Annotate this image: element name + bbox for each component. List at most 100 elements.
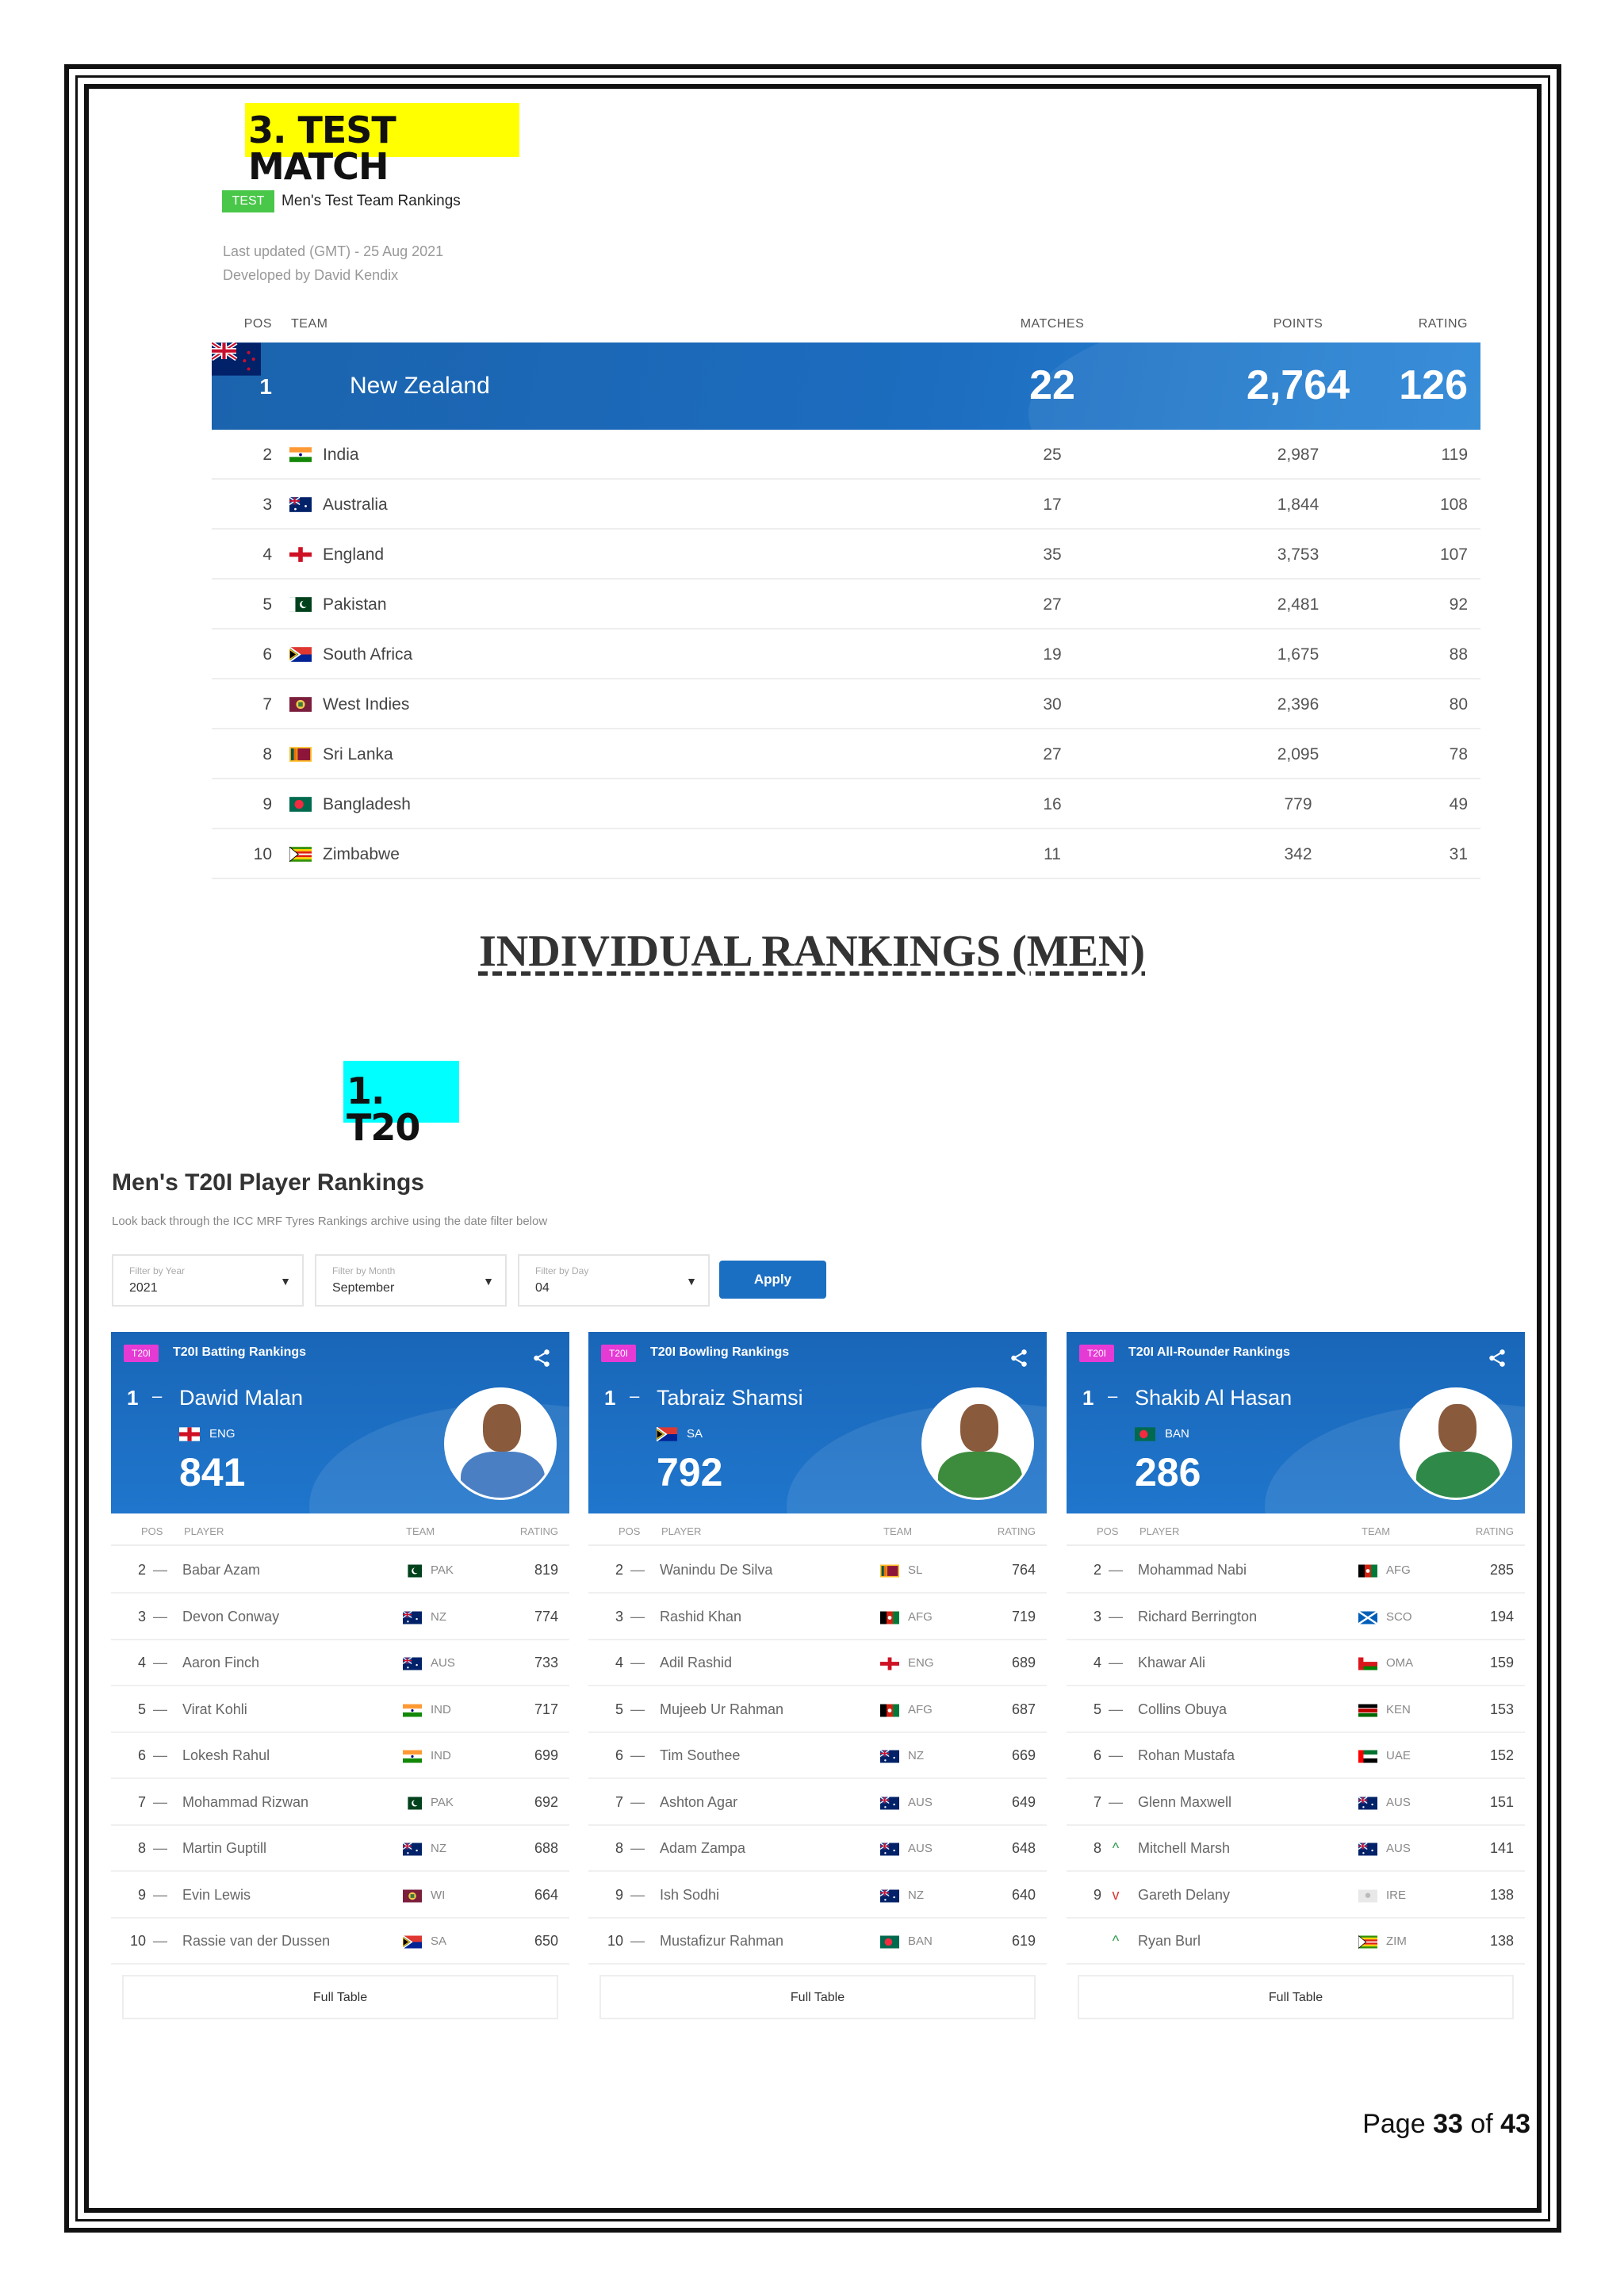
avatar-head [483, 1404, 521, 1452]
player-rating: 733 [534, 1655, 558, 1670]
player-rating: 699 [534, 1747, 558, 1763]
player-flag [403, 1889, 422, 1903]
filter-year[interactable]: Filter by Year 2021 ▼ [112, 1254, 304, 1307]
player-row[interactable]: 2 — Babar Azam PAK 819 [111, 1548, 569, 1594]
filter-month[interactable]: Filter by Month September ▼ [315, 1254, 507, 1307]
player-name: Mohammad Nabi [1138, 1562, 1247, 1578]
player-row[interactable]: 7 — Mohammad Rizwan PAK 692 [111, 1780, 569, 1826]
player-row[interactable]: ^ Ryan Burl ZIM 138 [1067, 1919, 1525, 1965]
table-row[interactable]: 6 South Africa 19 1,675 88 [212, 629, 1480, 679]
player-team: NZ [431, 1842, 446, 1855]
player-name: Devon Conway [182, 1608, 280, 1624]
player-rating: 650 [534, 1933, 558, 1949]
player-row[interactable]: 5 — Mujeeb Ur Rahman AFG 687 [588, 1687, 1047, 1733]
table-row[interactable]: 8 Sri Lanka 27 2,095 78 [212, 729, 1480, 779]
col-pos: POS [619, 1525, 641, 1537]
developed-by: Developed by David Kendix [223, 267, 399, 283]
row-rating: 88 [1449, 645, 1468, 664]
player-row[interactable]: 8 ^ Mitchell Marsh AUS 141 [1067, 1826, 1525, 1872]
full-table-button[interactable]: Full Table [599, 1975, 1036, 2019]
player-row[interactable]: 8 — Martin Guptill NZ 688 [111, 1826, 569, 1872]
table-row[interactable]: 3 Australia 17 1,844 108 [212, 480, 1480, 530]
player-row[interactable]: 5 — Virat Kohli IND 717 [111, 1687, 569, 1733]
leader-name[interactable]: Tabraiz Shamsi [657, 1386, 803, 1410]
player-row[interactable]: 10 — Mustafizur Rahman BAN 619 [588, 1919, 1047, 1965]
full-table-button[interactable]: Full Table [122, 1975, 558, 2019]
movement-icon: v [1112, 1886, 1120, 1903]
row-flag [289, 847, 312, 862]
player-name: Ryan Burl [1138, 1933, 1201, 1949]
player-pos: 3 [615, 1608, 623, 1624]
player-row[interactable]: 10 — Rassie van der Dussen SA 650 [111, 1919, 569, 1965]
player-name: Adil Rashid [660, 1655, 733, 1670]
player-pos: 2 [1093, 1562, 1101, 1578]
top-team-row[interactable]: 1 New Zealand 22 2,764 126 [212, 342, 1480, 430]
leader-name[interactable]: Dawid Malan [179, 1386, 304, 1410]
player-row[interactable]: 2 — Wanindu De Silva SL 764 [588, 1548, 1047, 1594]
page-current: 33 [1433, 2109, 1463, 2139]
player-row[interactable]: 9 — Evin Lewis WI 664 [111, 1873, 569, 1919]
pakistan-flag-icon [289, 597, 312, 612]
player-row[interactable]: 3 — Devon Conway NZ 774 [111, 1594, 569, 1640]
zimbabwe-flag-icon [1358, 1935, 1377, 1949]
table-row[interactable]: 4 England 35 3,753 107 [212, 530, 1480, 580]
table-row[interactable]: 7 West Indies 30 2,396 80 [212, 679, 1480, 729]
player-row[interactable]: 4 — Khawar Ali OMA 159 [1067, 1640, 1525, 1686]
player-row[interactable]: 3 — Rashid Khan AFG 719 [588, 1594, 1047, 1640]
table-header: POS TEAM MATCHES POINTS RATING [212, 308, 1480, 342]
card-title: T20I All-Rounder Rankings [1128, 1345, 1290, 1359]
player-row[interactable]: 9 — Ish Sodhi NZ 640 [588, 1873, 1047, 1919]
card-columns: POS PLAYER TEAM RATING [588, 1517, 1047, 1546]
player-pos: 6 [1093, 1747, 1101, 1763]
share-icon[interactable] [531, 1348, 552, 1368]
player-row[interactable]: 4 — Adil Rashid ENG 689 [588, 1640, 1047, 1686]
player-name: Evin Lewis [182, 1886, 251, 1903]
player-row[interactable]: 5 — Collins Obuya KEN 153 [1067, 1687, 1525, 1733]
player-pos: 5 [1093, 1701, 1101, 1717]
player-rating: 648 [1011, 1840, 1036, 1856]
filter-day[interactable]: Filter by Day 04 ▼ [518, 1254, 710, 1307]
avatar-body [461, 1452, 545, 1498]
player-rating: 688 [534, 1840, 558, 1856]
apply-button[interactable]: Apply [719, 1261, 826, 1299]
player-row[interactable]: 2 — Mohammad Nabi AFG 285 [1067, 1548, 1525, 1594]
player-row[interactable]: 9 v Gareth Delany IRE 138 [1067, 1873, 1525, 1919]
player-row[interactable]: 7 — Glenn Maxwell AUS 151 [1067, 1780, 1525, 1826]
table-row[interactable]: 9 Bangladesh 16 779 49 [212, 779, 1480, 829]
row-points: 2,481 [1277, 595, 1320, 614]
player-row[interactable]: 8 — Adam Zampa AUS 648 [588, 1826, 1047, 1872]
share-icon[interactable] [1009, 1348, 1029, 1368]
movement-icon: — [153, 1747, 167, 1763]
table-row[interactable]: 2 India 25 2,987 119 [212, 430, 1480, 480]
scotland-flag-icon [1358, 1610, 1377, 1624]
player-row[interactable]: 4 — Aaron Finch AUS 733 [111, 1640, 569, 1686]
player-rating: 640 [1011, 1886, 1036, 1903]
full-table-button[interactable]: Full Table [1078, 1975, 1514, 2019]
movement-icon: — [1109, 1701, 1123, 1717]
table-row[interactable]: 10 Zimbabwe 11 342 31 [212, 829, 1480, 879]
player-rating: 619 [1011, 1933, 1036, 1949]
australia-flag-icon [403, 1843, 422, 1856]
player-row[interactable]: 6 — Lokesh Rahul IND 699 [111, 1733, 569, 1779]
movement-icon: — [1109, 1747, 1123, 1763]
caret-down-icon: ▼ [280, 1275, 291, 1288]
player-team: SA [431, 1934, 447, 1948]
share-icon[interactable] [1487, 1348, 1507, 1368]
caret-down-icon: ▼ [686, 1275, 697, 1288]
england-flag-icon [289, 547, 312, 562]
player-flag [880, 1564, 899, 1578]
leader-name[interactable]: Shakib Al Hasan [1135, 1386, 1293, 1410]
row-team: England [323, 545, 385, 564]
player-row[interactable]: 7 — Ashton Agar AUS 649 [588, 1780, 1047, 1826]
player-row[interactable]: 3 — Richard Berrington SCO 194 [1067, 1594, 1525, 1640]
player-pos: 6 [615, 1747, 623, 1763]
player-flag [1358, 1935, 1377, 1949]
player-name: Khawar Ali [1138, 1655, 1206, 1670]
test-rows: 2 India 25 2,987 119 3 Australia 17 1,844 108 4 Eng… [212, 430, 1480, 879]
table-row[interactable]: 5 Pakistan 27 2,481 92 [212, 580, 1480, 629]
leader-team: ENG [209, 1427, 236, 1441]
row-pos: 4 [262, 545, 272, 564]
player-row[interactable]: 6 — Tim Southee NZ 669 [588, 1733, 1047, 1779]
player-row[interactable]: 6 — Rohan Mustafa UAE 152 [1067, 1733, 1525, 1779]
player-name: Lokesh Rahul [182, 1747, 270, 1763]
